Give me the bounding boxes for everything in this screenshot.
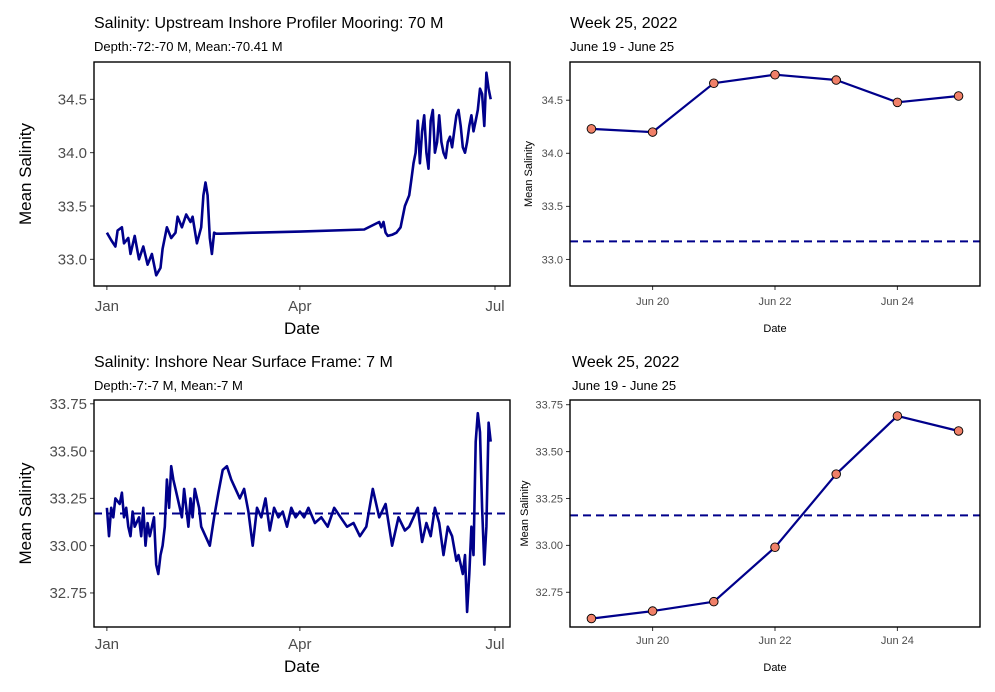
chart-title: Salinity: Inshore Near Surface Frame: 7 … [94,354,393,371]
data-point [953,426,964,436]
data-point [831,75,841,85]
chart-subtitle: Depth:-72:-70 M, Mean:-70.41 M [94,39,283,54]
y-tick-label: 34.5 [542,95,563,107]
data-point [647,606,658,616]
data-point [709,596,719,607]
y-tick-label: 33.50 [535,446,563,458]
data-point [892,411,903,421]
x-axis-label: Date [763,323,786,335]
y-tick-label: 32.75 [535,587,563,599]
x-tick-label: Jun 24 [881,635,914,647]
y-tick-label: 34.0 [58,145,87,162]
chart-panel-4: Week 25, 2022 June 19 - June 25 32.75 33.00… [519,354,981,674]
y-tick-label: 33.5 [542,201,563,213]
data-point [586,124,597,134]
series-line [591,414,959,620]
y-tick-label: 32.75 [49,585,87,602]
data-point [770,69,780,80]
x-tick-label: Jun 24 [881,296,914,308]
x-axis-label: Date [763,662,786,674]
series-line [591,73,959,134]
y-tick-label: 33.25 [49,491,87,508]
x-axis-label: Date [284,319,320,338]
x-tick-label: Jun 22 [758,635,791,647]
data-point [831,469,841,479]
x-tick-label: Jul [485,636,504,653]
data-point [709,78,719,88]
y-tick-label: 33.25 [535,493,563,505]
x-tick-label: Jun 22 [758,296,791,308]
series-line [105,411,492,614]
y-tick-label: 33.00 [535,540,563,552]
y-tick-label: 33.5 [58,198,87,215]
x-tick-label: Jul [485,298,504,315]
x-tick-label: Apr [288,636,311,653]
chart-subtitle: June 19 - June 25 [572,378,676,393]
y-axis-label: Mean Salinity [519,480,531,547]
chart-title: Week 25, 2022 [572,354,679,371]
data-point [586,613,597,624]
x-tick-label: Jun 20 [636,296,669,308]
data-point [953,91,964,101]
plot-border [93,61,511,287]
plot-border [569,61,981,287]
data-point [892,97,903,108]
y-tick-label: 33.0 [58,252,87,269]
y-axis-label: Mean Salinity [523,140,535,207]
x-axis-label: Date [284,657,320,676]
y-tick-label: 34.0 [542,148,563,160]
chart-subtitle: Depth:-7:-7 M, Mean:-7 M [94,378,243,393]
chart-title: Week 25, 2022 [570,15,677,32]
chart-panel-3: Salinity: Inshore Near Surface Frame: 7 … [16,354,511,676]
y-axis-label: Mean Salinity [16,122,35,225]
y-tick-label: 33.75 [535,400,563,412]
data-point [770,542,780,553]
chart-panel-1: Salinity: Upstream Inshore Profiler Moor… [16,15,511,338]
series-line [105,71,492,277]
x-tick-label: Apr [288,298,311,315]
x-tick-label: Jan [95,298,119,315]
y-tick-label: 34.5 [58,92,87,109]
plot-border [569,399,981,628]
data-point [647,127,658,137]
y-tick-label: 33.0 [542,254,563,266]
y-tick-label: 33.00 [49,538,87,555]
chart-title: Salinity: Upstream Inshore Profiler Moor… [94,15,443,32]
chart-panel-2: Week 25, 2022 June 19 - June 25 33.0 33.5 34… [523,15,981,335]
y-axis-label: Mean Salinity [16,462,35,565]
plot-border [93,399,511,628]
x-tick-label: Jun 20 [636,635,669,647]
y-tick-label: 33.50 [49,443,87,460]
y-tick-label: 33.75 [49,396,87,413]
x-tick-label: Jan [95,636,119,653]
chart-subtitle: June 19 - June 25 [570,39,674,54]
